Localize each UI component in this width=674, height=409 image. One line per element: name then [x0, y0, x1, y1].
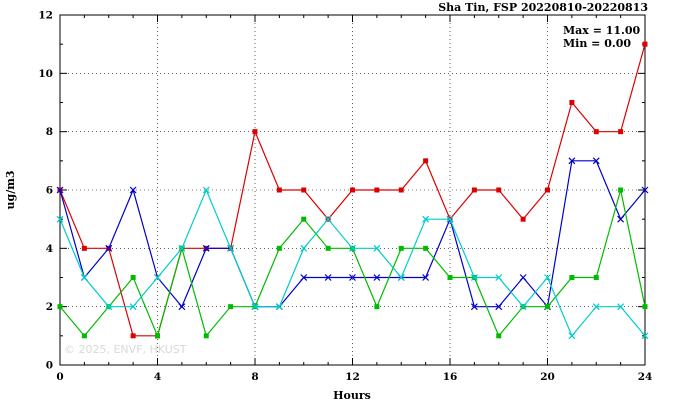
y-axis-label: ug/m3: [4, 171, 17, 210]
x-tick-label: 24: [638, 371, 653, 383]
y-tick-label: 8: [46, 126, 53, 138]
y-tick-label: 2: [46, 301, 53, 313]
y-tick-label: 4: [46, 243, 53, 255]
x-tick-label: 12: [345, 371, 360, 383]
x-tick-label: 16: [443, 371, 458, 383]
blue-series: [56, 157, 649, 311]
y-tick-label: 12: [38, 10, 53, 22]
x-tick-label: 0: [56, 371, 63, 383]
x-axis-label: Hours: [333, 389, 371, 402]
x-tick-label: 8: [251, 371, 258, 383]
x-tick-label: 4: [154, 371, 161, 383]
x-tick-label: 20: [540, 371, 555, 383]
y-tick-label: 6: [46, 185, 53, 197]
max-annotation: Max = 11.00: [563, 24, 641, 37]
watermark: © 2025, ENVF, HKUST: [64, 343, 187, 356]
min-annotation: Min = 0.00: [563, 37, 631, 50]
chart-title: Sha Tin, FSP 20220810-20220813: [438, 1, 648, 14]
cyan-series: [56, 186, 649, 340]
y-tick-label: 0: [46, 360, 53, 372]
y-tick-label: 10: [38, 68, 53, 80]
